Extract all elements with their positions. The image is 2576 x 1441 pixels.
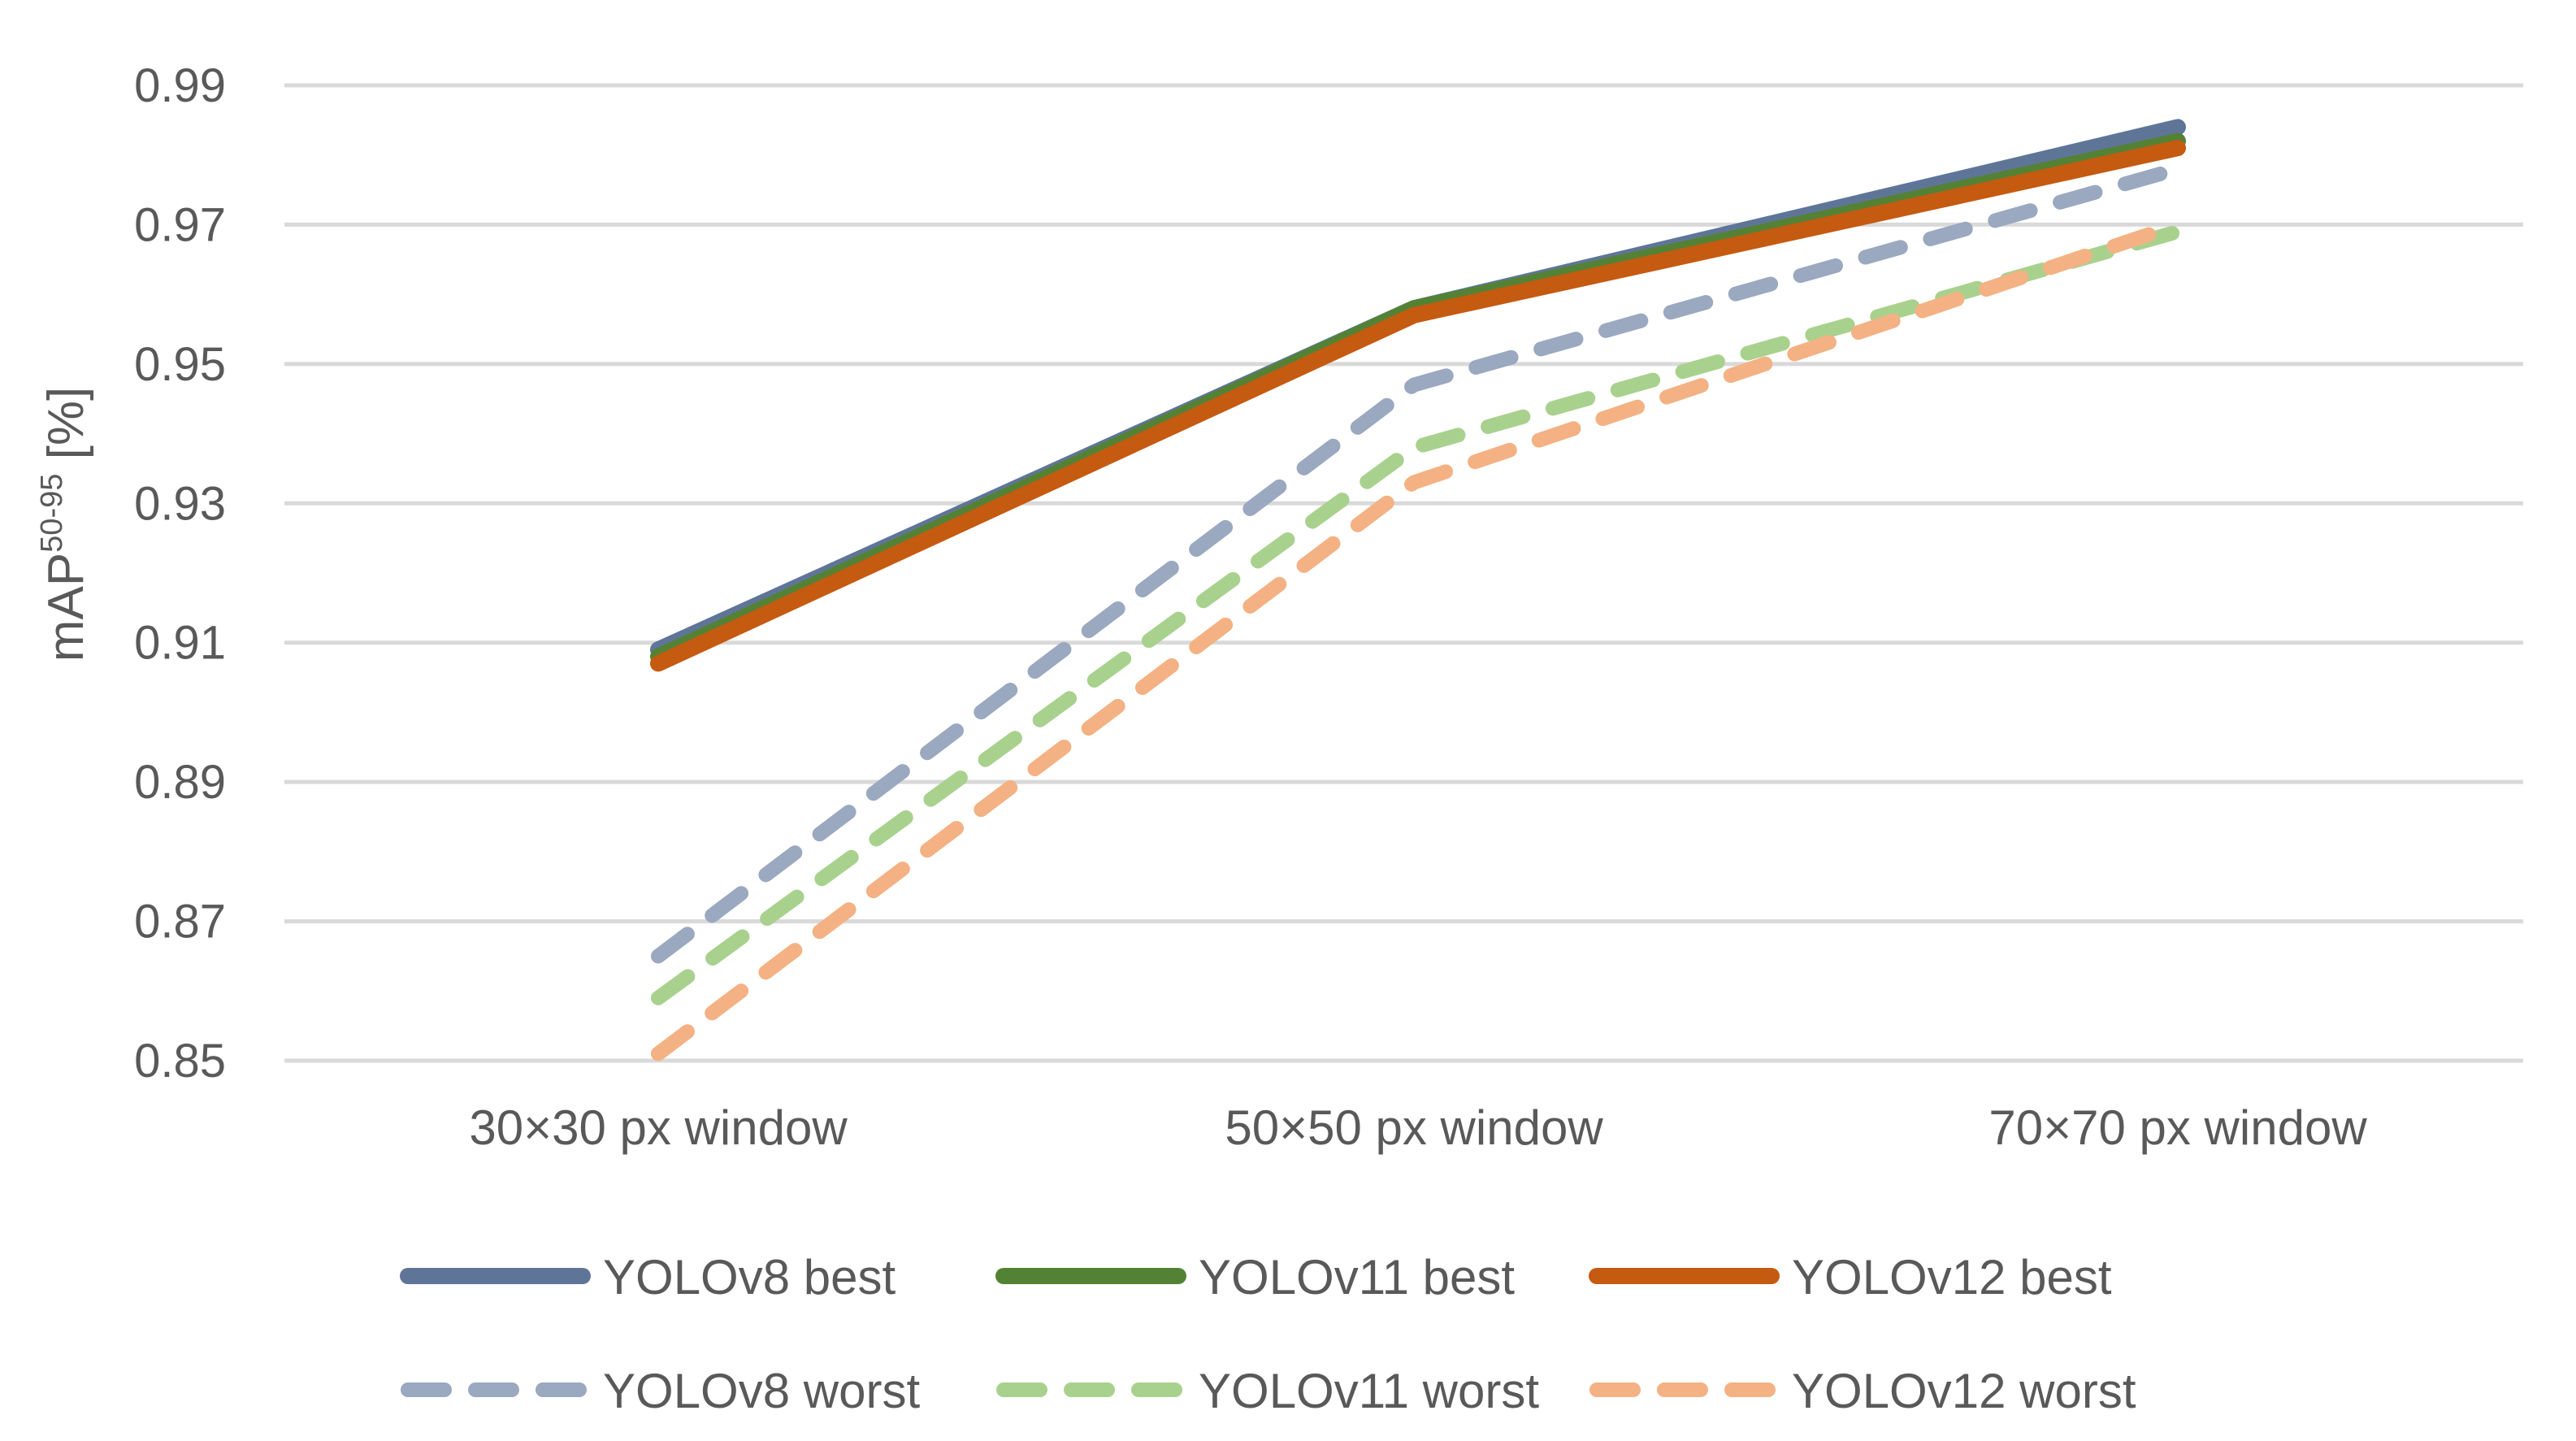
legend-label: YOLOv12 best: [1792, 1250, 2112, 1304]
x-category-label: 30×30 px window: [469, 1100, 848, 1155]
y-tick-label: 0.95: [134, 338, 226, 391]
y-tick-label: 0.97: [134, 198, 226, 251]
legend-item: YOLOv12 best: [1589, 1250, 2112, 1304]
y-axis-title-main: mAP: [38, 553, 94, 662]
series-lines: [650, 119, 2186, 1061]
legend-label: YOLOv11 best: [1199, 1250, 1515, 1304]
gridlines: [284, 83, 2523, 1063]
legend: YOLOv8 best YOLOv11 best YOLOv12 best YOLOv…: [400, 1250, 2136, 1418]
y-axis-title-unit-space: [38, 459, 94, 473]
legend-item: YOLOv8 worst: [401, 1364, 920, 1418]
x-category-label: 70×70 px window: [1988, 1100, 2367, 1155]
legend-label: YOLOv12 worst: [1792, 1364, 2136, 1418]
x-axis-categories: 30×30 px window 50×50 px window 70×70 px w…: [469, 1100, 2367, 1155]
y-axis-ticks: 0.85 0.87 0.89 0.91 0.93 0.95 0.97 0.99: [134, 59, 226, 1087]
series-line-yolov11-best: [650, 132, 2186, 665]
y-tick-label: 0.85: [134, 1035, 226, 1087]
legend-item: YOLOv8 best: [400, 1250, 896, 1304]
y-axis-title-unit: [%]: [38, 387, 94, 460]
legend-label: YOLOv11 worst: [1199, 1364, 1539, 1418]
legend-label: YOLOv8 worst: [603, 1364, 920, 1418]
y-axis-title-superscript: 50-95: [35, 474, 69, 553]
legend-label: YOLOv8 best: [603, 1250, 896, 1304]
y-tick-label: 0.91: [134, 617, 226, 670]
x-category-label: 50×50 px window: [1225, 1100, 1603, 1155]
y-tick-label: 0.93: [134, 477, 226, 530]
y-tick-label: 0.89: [134, 756, 226, 809]
legend-item: YOLOv11 worst: [996, 1364, 1539, 1418]
y-axis-title: mAP50-95 [%]: [35, 387, 94, 662]
legend-item: YOLOv11 best: [995, 1250, 1515, 1304]
series-line-yolov12-worst: [651, 217, 2185, 1061]
legend-item: YOLOv12 worst: [1589, 1364, 2136, 1418]
y-tick-label: 0.87: [134, 896, 226, 948]
y-tick-label: 0.99: [134, 59, 226, 112]
series-line-yolov12-best: [650, 140, 2186, 672]
series-line-yolov8-worst: [651, 161, 2185, 964]
series-line-yolov11-worst: [651, 224, 2185, 1005]
